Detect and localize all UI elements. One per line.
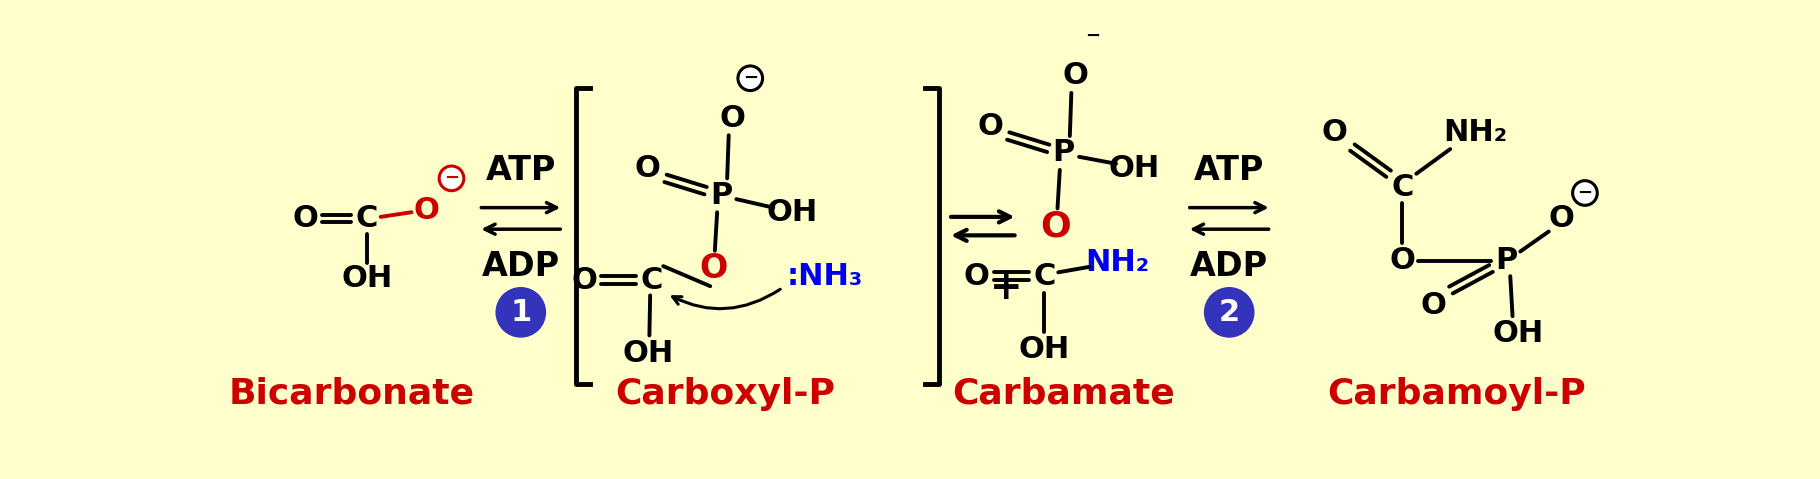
Text: O: O	[1063, 61, 1088, 91]
Text: O: O	[571, 265, 597, 295]
Text: P: P	[1496, 246, 1518, 275]
Text: O: O	[699, 252, 728, 285]
Circle shape	[737, 66, 763, 91]
Text: C: C	[1034, 262, 1056, 291]
Text: ATP: ATP	[1194, 154, 1265, 187]
Text: OH: OH	[1019, 335, 1070, 364]
Text: ADP: ADP	[1190, 250, 1269, 283]
Text: O: O	[1321, 118, 1347, 147]
Text: P: P	[710, 181, 732, 210]
Text: Carbamate: Carbamate	[952, 377, 1176, 411]
Text: −: −	[444, 170, 459, 187]
Text: 1: 1	[510, 298, 531, 327]
Text: O: O	[1041, 209, 1072, 243]
Text: Carbamoyl-P: Carbamoyl-P	[1327, 377, 1585, 411]
Text: NH₂: NH₂	[1085, 248, 1150, 277]
Text: 2: 2	[1219, 298, 1239, 327]
Circle shape	[1572, 181, 1598, 205]
Text: O: O	[413, 196, 440, 225]
Text: −: −	[1578, 184, 1592, 202]
Text: ATP: ATP	[486, 154, 555, 187]
Text: O: O	[719, 104, 746, 133]
Text: O: O	[977, 112, 1003, 140]
Text: O: O	[965, 262, 990, 291]
Text: +: +	[990, 269, 1023, 307]
Text: C: C	[355, 204, 379, 233]
Text: P: P	[1052, 138, 1076, 168]
Text: NH₂: NH₂	[1443, 118, 1507, 147]
Circle shape	[1081, 23, 1105, 48]
Text: :NH₃: :NH₃	[786, 262, 863, 291]
Text: −: −	[743, 69, 757, 87]
Text: ADP: ADP	[482, 250, 561, 283]
Text: O: O	[293, 204, 318, 233]
Text: −: −	[1085, 27, 1101, 45]
Text: O: O	[635, 154, 661, 183]
Text: O: O	[1549, 204, 1574, 233]
Text: OH: OH	[1492, 319, 1543, 348]
Text: OH: OH	[1108, 154, 1159, 183]
Text: O: O	[1420, 291, 1447, 320]
Text: OH: OH	[622, 339, 673, 368]
Circle shape	[497, 288, 546, 337]
Circle shape	[1205, 288, 1254, 337]
Text: Bicarbonate: Bicarbonate	[228, 377, 475, 411]
Circle shape	[439, 166, 464, 191]
Text: Carboxyl-P: Carboxyl-P	[615, 377, 835, 411]
Text: O: O	[1389, 246, 1416, 275]
Text: C: C	[1390, 173, 1414, 202]
Text: C: C	[641, 265, 662, 295]
Text: OH: OH	[766, 198, 817, 227]
Text: OH: OH	[340, 264, 393, 293]
